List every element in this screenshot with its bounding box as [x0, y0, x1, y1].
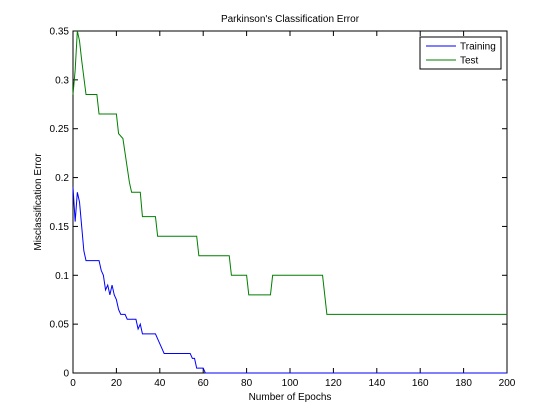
x-tick-label: 40: [154, 378, 166, 389]
x-tick-label: 0: [70, 378, 76, 389]
legend-label-training: Training: [460, 42, 496, 53]
y-tick-label: 0.1: [55, 271, 69, 282]
x-tick-label: 160: [412, 378, 429, 389]
x-tick-label: 60: [198, 378, 210, 389]
x-tick-label: 180: [455, 378, 472, 389]
x-axis-ticks: 0 20 40 60 80 100 120 140 160 180 200: [70, 31, 516, 389]
y-tick-label: 0.35: [50, 27, 70, 38]
series-layer: [72, 30, 507, 374]
chart-title: Parkinson's Classification Error: [221, 14, 360, 25]
legend-box: [419, 36, 502, 70]
y-tick-label: 0.25: [50, 124, 70, 135]
x-tick-label: 200: [499, 378, 516, 389]
y-tick-label: 0.3: [55, 75, 69, 86]
y-tick-label: 0.2: [55, 173, 69, 184]
x-tick-label: 20: [111, 378, 123, 389]
x-tick-label: 140: [368, 378, 385, 389]
plot-frame: [72, 30, 508, 374]
series-line-test: [72, 30, 507, 315]
y-tick-label: 0.05: [50, 320, 70, 331]
legend: Training Test: [419, 36, 502, 70]
x-tick-label: 120: [325, 378, 342, 389]
y-axis-label: Misclassification Error: [33, 153, 44, 251]
x-tick-label: 80: [241, 378, 253, 389]
y-tick-label: 0.15: [50, 222, 70, 233]
legend-label-test: Test: [460, 56, 479, 67]
y-tick-label: 0: [63, 369, 69, 380]
plot-area: 0 20 40 60 80 100 120 140 160 180 200 0 0.05 0.1 0.15…: [50, 27, 516, 390]
x-tick-label: 100: [282, 378, 299, 389]
y-axis-ticks: 0 0.05 0.1 0.15 0.2 0.25 0.3 0.35: [50, 27, 507, 380]
series-line-training: [72, 187, 507, 374]
x-axis-label: Number of Epochs: [249, 392, 332, 403]
